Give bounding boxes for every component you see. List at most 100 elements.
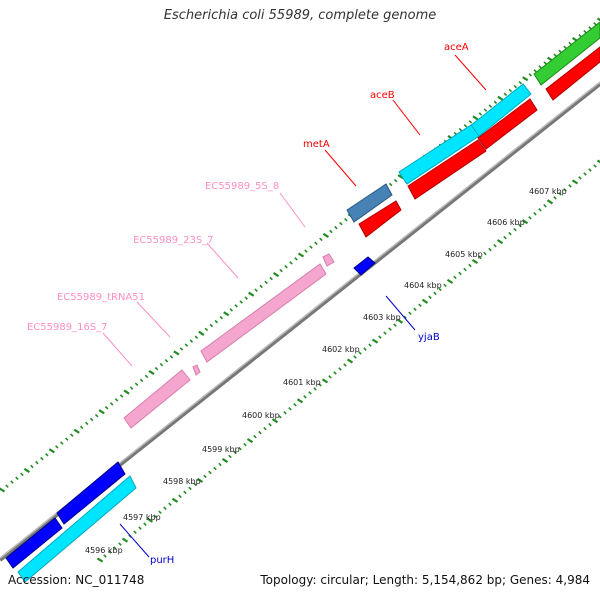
minor-tick xyxy=(134,382,139,387)
minor-tick xyxy=(89,417,94,422)
minor-tick xyxy=(344,217,348,222)
minor-tick xyxy=(109,402,114,406)
major-tick xyxy=(371,338,379,344)
scale-label: 4598 kbp xyxy=(163,477,201,486)
inner-tick-row xyxy=(96,159,600,563)
minor-tick xyxy=(188,486,192,491)
minor-tick xyxy=(583,172,587,176)
minor-tick xyxy=(358,351,362,355)
minor-tick xyxy=(228,454,232,459)
minor-tick xyxy=(433,291,437,296)
gene-feature-steel[interactable] xyxy=(346,183,393,223)
minor-tick xyxy=(313,387,317,391)
minor-tick xyxy=(278,414,282,419)
rrna-feature-23S[interactable] xyxy=(200,263,327,363)
rrna-feature-16S[interactable] xyxy=(123,369,191,429)
minor-tick xyxy=(563,45,567,50)
minor-tick xyxy=(234,304,238,308)
minor-tick xyxy=(214,319,219,324)
gene-labels: aceA aceB metA EC55989_5S_8 EC55989_23S_7 EC5… xyxy=(27,42,469,566)
minor-tick xyxy=(284,264,288,269)
minor-tick xyxy=(208,470,212,475)
minor-tick xyxy=(294,257,298,261)
major-tick xyxy=(271,418,279,424)
minor-tick xyxy=(233,450,237,455)
major-tick xyxy=(248,291,255,297)
minor-tick xyxy=(65,437,69,441)
minor-tick xyxy=(189,339,194,343)
accession-text: Accession: NC_011748 xyxy=(8,573,145,587)
major-tick xyxy=(522,76,529,82)
leader-23S xyxy=(206,242,239,279)
scale-label: 4602 kbp xyxy=(322,345,360,354)
minor-tick xyxy=(264,280,268,285)
minor-tick xyxy=(468,263,472,268)
minor-tick xyxy=(314,241,318,246)
gene-label: EC55989_16S_7 xyxy=(27,322,108,333)
minor-tick xyxy=(303,395,307,399)
minor-tick xyxy=(293,403,297,407)
gene-feature-red-3[interactable] xyxy=(407,139,487,200)
scale-label: 4596 kbp xyxy=(85,546,123,555)
minor-tick xyxy=(503,92,508,97)
minor-tick xyxy=(158,510,162,515)
minor-tick xyxy=(578,176,582,180)
minor-tick xyxy=(139,378,144,383)
minor-tick xyxy=(488,247,492,252)
minor-tick xyxy=(558,49,562,54)
leader-tRNA51 xyxy=(136,301,171,338)
gene-feature-red-1[interactable] xyxy=(545,46,600,101)
major-tick xyxy=(96,557,104,563)
minor-tick xyxy=(518,223,522,228)
map-title: Escherichia coli 55989, complete genome xyxy=(163,8,437,23)
major-tick xyxy=(596,17,600,22)
minor-tick xyxy=(563,188,567,192)
minor-tick xyxy=(458,271,462,276)
minor-tick xyxy=(289,261,293,265)
gene-feature-purH[interactable] xyxy=(17,475,137,583)
gene-feature-yjaB[interactable] xyxy=(353,256,376,276)
minor-tick xyxy=(553,53,557,58)
minor-tick xyxy=(363,347,367,351)
minor-tick xyxy=(483,108,488,112)
rrna-feature-tRNA51[interactable] xyxy=(192,364,201,376)
rrna-feature-5S[interactable] xyxy=(322,253,335,267)
gene-feature-green[interactable] xyxy=(533,21,600,86)
gene-feature-aceB[interactable] xyxy=(398,124,480,185)
minor-tick xyxy=(108,550,112,554)
minor-tick xyxy=(543,61,547,65)
minor-tick xyxy=(463,123,468,128)
minor-tick xyxy=(368,343,372,347)
gene-label: yjaB xyxy=(418,332,440,343)
minor-tick xyxy=(15,476,19,481)
minor-tick xyxy=(159,362,164,367)
leader-metA xyxy=(324,149,357,187)
scale-label: 4605 kbp xyxy=(445,250,483,259)
minor-tick xyxy=(513,84,518,89)
gene-label: EC55989_5S_8 xyxy=(205,181,279,192)
minor-tick xyxy=(568,184,572,188)
gene-feature-red-2[interactable] xyxy=(477,98,538,150)
minor-tick xyxy=(84,421,89,426)
minor-tick xyxy=(35,460,39,465)
gene-feature-blue-2[interactable] xyxy=(5,517,63,569)
minor-tick xyxy=(263,426,267,431)
minor-tick xyxy=(144,374,149,379)
minor-tick xyxy=(438,287,442,292)
minor-tick xyxy=(528,73,532,77)
gene-label: EC55989_23S_7 xyxy=(133,235,214,246)
major-tick xyxy=(123,389,130,395)
major-tick xyxy=(321,378,329,384)
minor-tick xyxy=(518,80,523,85)
minor-tick xyxy=(104,405,109,410)
major-tick xyxy=(23,467,31,473)
gene-feature-blue-1[interactable] xyxy=(56,461,126,525)
scale-label: 4603 kbp xyxy=(363,313,401,322)
major-tick xyxy=(571,179,579,185)
gene-feature-metA[interactable] xyxy=(358,200,402,238)
minor-tick xyxy=(79,425,84,430)
major-tick xyxy=(296,398,304,404)
minor-tick xyxy=(528,215,532,220)
major-tick xyxy=(446,278,454,284)
